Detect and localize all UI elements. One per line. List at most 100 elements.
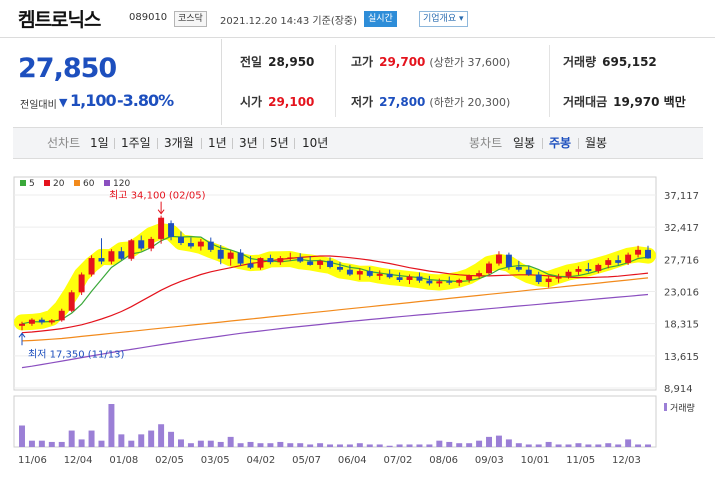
- tab-5y[interactable]: 5년: [270, 136, 289, 150]
- volume-bar: [565, 444, 572, 447]
- y-tick-label: 23,016: [664, 287, 699, 298]
- current-price-box: 27,850 전일대비 ▼ 1,100 -3.80%: [0, 39, 222, 125]
- stock-code: 089010: [129, 12, 168, 23]
- tab-3m[interactable]: 3개월: [164, 136, 194, 150]
- volume-bar: [227, 436, 234, 447]
- x-tick-label: 05/07: [292, 455, 321, 466]
- candle-body: [426, 280, 433, 284]
- x-tick-label: 01/08: [109, 455, 138, 466]
- candle-body: [595, 264, 602, 272]
- volume-bar: [217, 441, 224, 447]
- candle-body: [19, 323, 25, 326]
- volume-bar: [178, 439, 184, 447]
- tab-daily[interactable]: 일봉: [513, 136, 536, 150]
- volume-bar: [366, 444, 373, 447]
- divider: [232, 138, 233, 149]
- divider: [157, 138, 158, 149]
- x-tick-label: 09/03: [475, 455, 504, 466]
- volume-bar: [207, 440, 214, 447]
- volume-bar: [486, 436, 492, 447]
- volume-bar: [495, 435, 502, 447]
- chart-tab-bar: 선차트 1일 1주일 3개월 1년 3년 5년 10년 봉차트 일봉 주봉 월봉: [13, 127, 703, 159]
- volume-bar: [555, 444, 562, 447]
- tab-weekly[interactable]: 주봉: [549, 136, 572, 150]
- x-tick-label: 03/05: [201, 455, 230, 466]
- tab-10y[interactable]: 10년: [302, 136, 329, 150]
- divider: [114, 138, 115, 149]
- candle-body: [297, 257, 304, 262]
- volume-bar: [307, 444, 314, 447]
- asof-timestamp: 2021.12.20 14:43 기준(장중): [220, 16, 358, 27]
- volume-bar: [108, 404, 115, 447]
- candle-body: [88, 258, 95, 275]
- candle-body: [645, 249, 651, 259]
- candle-body: [28, 319, 35, 324]
- candle-body: [376, 273, 383, 276]
- x-tick-label: 04/02: [246, 455, 275, 466]
- volume-bar: [535, 444, 542, 447]
- price-info-grid: 전일 28,950 고가 29,700 (상한가 37,600) 거래량 695,152…: [223, 39, 715, 125]
- candle-body: [336, 266, 343, 270]
- volume-legend-swatch: [664, 403, 667, 411]
- candle-body: [48, 320, 55, 323]
- tab-3y[interactable]: 3년: [239, 136, 258, 150]
- volume-bar: [515, 443, 522, 447]
- open-price: 시가 29,100: [240, 95, 315, 109]
- volume-bar: [336, 444, 343, 447]
- candle-body: [625, 254, 632, 263]
- tab-monthly[interactable]: 월봉: [585, 136, 608, 150]
- low-annotation: 최저 17,350 (11/13): [28, 348, 124, 360]
- candle-body: [68, 292, 75, 311]
- volume-bar: [356, 443, 363, 447]
- candle-body: [287, 257, 294, 259]
- volume-bar: [168, 431, 175, 447]
- candlestick-chart: 37,117 32,417 27,716 23,016 18,315 13,615 8,91…: [13, 176, 699, 466]
- x-tick-label: 12/03: [612, 455, 641, 466]
- volume-bar: [28, 440, 35, 447]
- volume-bar: [148, 430, 155, 447]
- ma5-line: [21, 235, 649, 325]
- divider: [542, 138, 543, 149]
- stock-header: 켐트로닉스 089010 코스닥 2021.12.20 14:43 기준(장중)…: [0, 0, 715, 38]
- x-tick-label: 08/06: [429, 455, 458, 466]
- volume-bar: [58, 441, 65, 447]
- line-chart-label: 선차트: [47, 136, 81, 150]
- volume-bar: [287, 443, 294, 447]
- candle-body: [197, 241, 204, 247]
- diff-label: 전일대비: [20, 100, 57, 111]
- volume-bar: [297, 443, 304, 447]
- candle-body: [575, 269, 582, 272]
- divider: [294, 138, 295, 149]
- down-arrow-icon: ▼: [59, 96, 68, 109]
- volume-bar: [98, 440, 105, 447]
- ma120-line: [21, 293, 649, 369]
- x-tick-label: 07/02: [384, 455, 413, 466]
- volume-bar: [456, 443, 463, 447]
- legend-swatch: [104, 180, 110, 186]
- legend-swatch: [74, 180, 80, 186]
- candle-body: [227, 252, 234, 259]
- divider: [201, 138, 202, 149]
- tab-1d[interactable]: 1일: [90, 136, 109, 150]
- volume-bar: [257, 443, 264, 447]
- volume-bar: [376, 444, 383, 447]
- candle-body: [207, 241, 214, 250]
- candle-body: [168, 223, 175, 237]
- candle-body: [187, 243, 194, 247]
- tab-1y[interactable]: 1년: [208, 136, 227, 150]
- volume-bar: [158, 424, 165, 447]
- market-badge: 코스닥: [174, 11, 207, 27]
- x-tick-label: 02/05: [155, 455, 184, 466]
- volume-bar: [605, 443, 612, 447]
- volume-bar: [19, 425, 25, 447]
- realtime-button[interactable]: 실시간: [364, 11, 397, 27]
- candle-body: [505, 254, 512, 267]
- candle-body: [307, 261, 314, 265]
- candle-body: [317, 260, 324, 265]
- candle-body: [128, 240, 135, 259]
- volume-bar: [466, 443, 473, 447]
- volume-bar: [237, 443, 244, 447]
- low-price: 저가 27,800 (하한가 20,300): [351, 95, 511, 109]
- company-overview-dropdown[interactable]: 기업개요 ▾: [419, 11, 468, 27]
- tab-1w[interactable]: 1주일: [121, 136, 151, 150]
